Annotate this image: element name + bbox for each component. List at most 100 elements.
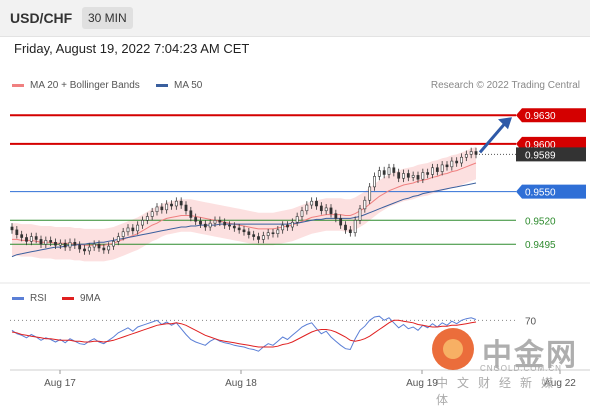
candle [387, 163, 391, 179]
legend-9ma: 9MA [62, 293, 101, 304]
candle [377, 166, 381, 181]
candle [49, 236, 53, 247]
candle [155, 203, 159, 216]
candle [271, 228, 275, 238]
candle [97, 240, 101, 252]
candle [474, 147, 478, 159]
candle [203, 220, 207, 231]
candle [368, 183, 372, 205]
price-level-label-0.9550: 0.9550 [525, 188, 556, 199]
watermark-subtitle: CNGOLD.COM.CN [480, 364, 562, 373]
watermark-logo-icon [432, 328, 474, 370]
candle [305, 201, 309, 215]
candle [397, 168, 401, 183]
candle [194, 213, 198, 226]
current-price-tag [516, 147, 586, 162]
timeframe-button[interactable]: 30 MIN [82, 7, 133, 29]
candle [29, 232, 33, 246]
price-level-tag-0.9550 [516, 184, 586, 199]
header-bar: USD/CHF 30 MIN [0, 0, 590, 37]
candle [141, 216, 144, 229]
legend-9ma-swatch [62, 296, 74, 300]
candle [310, 197, 314, 209]
legend-9ma-label: 9MA [80, 293, 101, 304]
price-level-label-0.9520: 0.9520 [525, 216, 556, 227]
candle [83, 245, 86, 255]
candle [324, 204, 328, 215]
x-tick-label: Aug 22 [544, 378, 576, 389]
candle [237, 224, 241, 234]
candle [469, 147, 473, 159]
candle [450, 157, 454, 171]
candle [116, 232, 120, 246]
candle [87, 243, 91, 255]
price-level-tag-0.9630 [516, 108, 586, 123]
candle [126, 224, 130, 236]
candle [131, 224, 135, 235]
candle [319, 202, 323, 215]
price-level-label-0.9630: 0.9630 [525, 111, 556, 122]
candle [39, 235, 43, 249]
candle [257, 232, 260, 244]
candle [78, 241, 82, 253]
candle [58, 239, 62, 249]
candle [455, 157, 459, 167]
rsi-line [11, 315, 477, 352]
watermark: 中金网 CNGOLD.COM.CN 中文财经新媒体 [432, 328, 582, 407]
candle [406, 169, 410, 182]
copyright-text: Research © 2022 Trading Central [430, 80, 580, 91]
candle [34, 232, 38, 244]
candle [373, 172, 376, 191]
candle [112, 237, 115, 250]
forecast-arrow-head [498, 117, 512, 130]
price-level-tag-0.9600 [516, 136, 586, 151]
candle [382, 166, 386, 179]
legend-ma20-label: MA 20 + Bollinger Bands [30, 80, 140, 91]
legend-ma20-swatch [12, 83, 24, 87]
chart-datetime: Friday, August 19, 2022 7:04:23 AM CET [14, 41, 250, 56]
candle [208, 219, 212, 231]
legend-ma50-label: MA 50 [174, 80, 203, 91]
candle [213, 216, 217, 227]
candle [266, 228, 270, 240]
candle [339, 214, 343, 229]
candle [121, 227, 125, 241]
candle [421, 168, 425, 184]
candle [358, 205, 362, 225]
candle [223, 218, 227, 229]
legend-ma20: MA 20 + Bollinger Bands [12, 80, 140, 91]
candle [300, 206, 304, 221]
price-level-label-0.9600: 0.9600 [525, 140, 556, 151]
candle [15, 226, 19, 239]
candle [460, 153, 463, 167]
candle [344, 221, 347, 234]
candle [63, 239, 67, 251]
candle [348, 226, 352, 237]
ma50-line [11, 182, 477, 258]
candle [435, 163, 439, 176]
candle [315, 197, 318, 210]
candle [25, 233, 28, 246]
candle [242, 226, 246, 236]
candle [392, 163, 396, 177]
legend-rsi-label: RSI [30, 293, 47, 304]
candle [199, 217, 202, 228]
legend-ma50: MA 50 [156, 80, 202, 91]
candle [286, 221, 289, 231]
candle [136, 221, 140, 235]
candle [54, 238, 57, 249]
watermark-title: 中金网 [482, 338, 578, 373]
candle [252, 230, 256, 241]
candle [329, 204, 333, 218]
candle [184, 201, 188, 215]
symbol-title: USD/CHF [10, 10, 73, 26]
candle [107, 242, 111, 254]
candle [68, 238, 72, 251]
candle [44, 236, 48, 249]
candle [160, 203, 164, 214]
candle [150, 207, 154, 221]
legend-ma50-swatch [156, 83, 168, 87]
candle [464, 150, 468, 162]
candle [174, 197, 178, 210]
